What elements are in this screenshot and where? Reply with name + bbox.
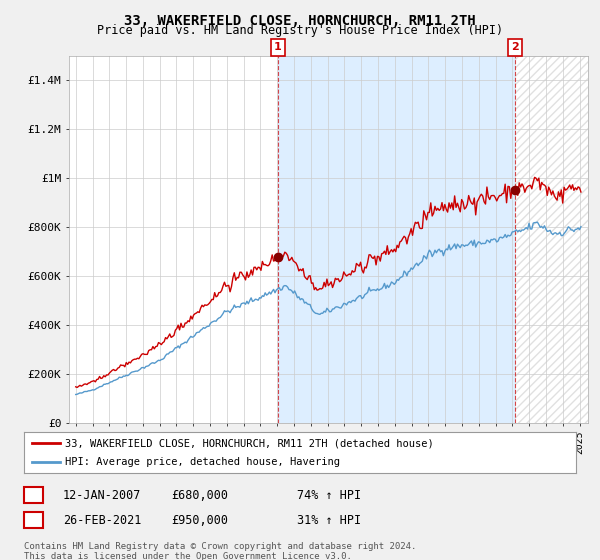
Text: Price paid vs. HM Land Registry's House Price Index (HPI): Price paid vs. HM Land Registry's House …: [97, 24, 503, 37]
Text: 2: 2: [511, 43, 519, 52]
Text: 12-JAN-2007: 12-JAN-2007: [63, 488, 142, 502]
Text: 26-FEB-2021: 26-FEB-2021: [63, 514, 142, 527]
Text: HPI: Average price, detached house, Havering: HPI: Average price, detached house, Have…: [65, 457, 340, 467]
Text: £680,000: £680,000: [171, 488, 228, 502]
Text: 1: 1: [30, 488, 37, 502]
Text: £950,000: £950,000: [171, 514, 228, 527]
Text: 2: 2: [30, 514, 37, 527]
Bar: [515, 56, 588, 423]
Text: 33, WAKERFIELD CLOSE, HORNCHURCH, RM11 2TH (detached house): 33, WAKERFIELD CLOSE, HORNCHURCH, RM11 2…: [65, 438, 434, 449]
Bar: [278, 56, 515, 423]
Text: 74% ↑ HPI: 74% ↑ HPI: [297, 488, 361, 502]
Text: 31% ↑ HPI: 31% ↑ HPI: [297, 514, 361, 527]
Text: 1: 1: [274, 43, 282, 52]
Text: Contains HM Land Registry data © Crown copyright and database right 2024.
This d: Contains HM Land Registry data © Crown c…: [24, 542, 416, 560]
Text: 33, WAKERFIELD CLOSE, HORNCHURCH, RM11 2TH: 33, WAKERFIELD CLOSE, HORNCHURCH, RM11 2…: [124, 14, 476, 28]
